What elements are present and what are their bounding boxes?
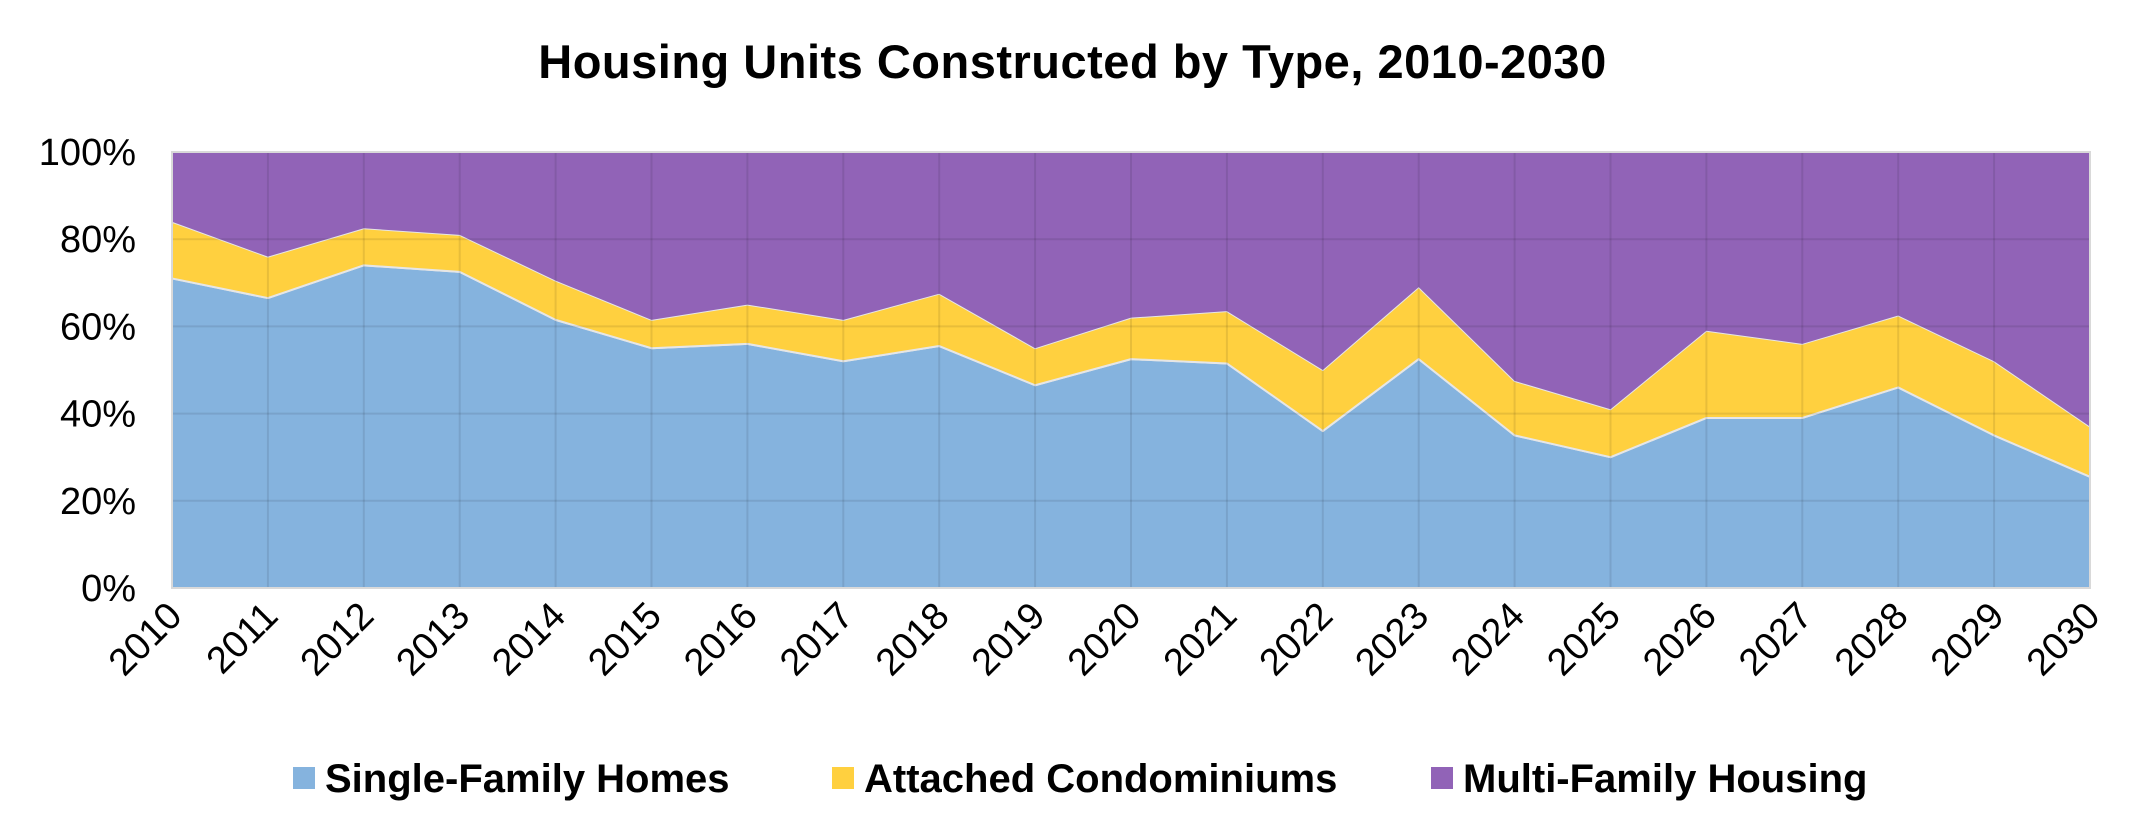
legend-label: Multi-Family Housing xyxy=(1463,757,1867,801)
y-tick-label: 100% xyxy=(39,132,136,174)
x-tick-label: 2014 xyxy=(484,595,573,684)
legend-swatch xyxy=(1431,767,1453,789)
legend-swatch xyxy=(293,767,315,789)
legend: Single-Family Homes Attached Condominiums… xyxy=(293,757,1867,801)
x-tick-label: 2012 xyxy=(293,595,382,684)
chart-title: Housing Units Constructed by Type, 2010-… xyxy=(538,35,1607,88)
x-tick-label: 2030 xyxy=(2019,595,2108,684)
x-tick-label: 2025 xyxy=(1539,595,1628,684)
legend-label: Single-Family Homes xyxy=(325,757,730,801)
y-tick-label: 20% xyxy=(60,481,136,523)
plot-border xyxy=(171,151,2091,589)
x-tick-label: 2023 xyxy=(1348,595,1437,684)
x-tick-label: 2019 xyxy=(964,595,1053,684)
x-axis: 2010 2011 2012 2013 2014 2015 2016 2017 2018 2019… xyxy=(101,595,2108,684)
x-tick-label: 2015 xyxy=(580,595,669,684)
x-tick-label: 2017 xyxy=(772,595,861,684)
x-tick-label: 2011 xyxy=(199,595,286,682)
legend-item: Single-Family Homes xyxy=(293,757,730,801)
y-axis: 0% 20% 40% 60% 80% 100% xyxy=(39,132,136,610)
y-tick-label: 60% xyxy=(60,306,136,348)
x-tick-label: 2020 xyxy=(1060,595,1149,684)
x-tick-label: 2016 xyxy=(676,595,765,684)
x-tick-label: 2013 xyxy=(389,595,478,684)
x-tick-label: 2027 xyxy=(1731,595,1820,684)
area-series-multi-family-housing xyxy=(172,152,2090,427)
x-tick-label: 2026 xyxy=(1635,595,1724,684)
plot-area xyxy=(171,152,2091,589)
x-tick-label: 2022 xyxy=(1252,595,1341,684)
legend-label: Attached Condominiums xyxy=(864,757,1337,801)
y-tick-label: 0% xyxy=(81,568,136,610)
x-tick-label: 2021 xyxy=(1156,595,1245,684)
legend-item: Multi-Family Housing xyxy=(1431,757,1867,801)
x-tick-label: 2024 xyxy=(1443,595,1532,684)
y-tick-label: 80% xyxy=(60,219,136,261)
x-tick-label: 2018 xyxy=(868,595,957,684)
legend-item: Attached Condominiums xyxy=(832,757,1337,801)
x-tick-label: 2028 xyxy=(1827,595,1916,684)
y-tick-label: 40% xyxy=(60,394,136,436)
x-tick-label: 2029 xyxy=(1923,595,2012,684)
grid-lines xyxy=(171,151,2091,589)
legend-swatch xyxy=(832,767,854,789)
